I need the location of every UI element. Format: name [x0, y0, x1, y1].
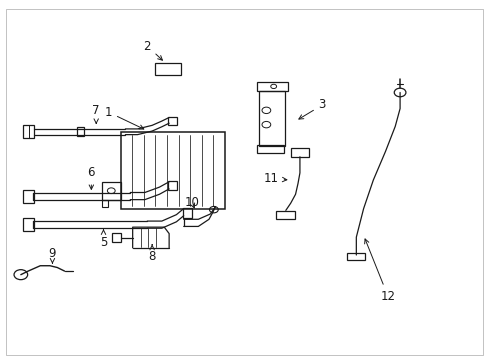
Bar [168, 181, 177, 190]
Bar [276, 211, 294, 219]
Text: 12: 12 [364, 239, 395, 303]
Bar [168, 117, 177, 125]
Bar [256, 82, 287, 91]
Text: 7: 7 [92, 104, 100, 123]
Text: 10: 10 [184, 196, 199, 209]
Text: 11: 11 [263, 172, 286, 185]
Bar [259, 91, 284, 146]
Text: 5: 5 [100, 230, 107, 249]
Text: 2: 2 [143, 40, 162, 60]
Text: 8: 8 [148, 245, 156, 263]
Bar [23, 218, 34, 231]
Text: 9: 9 [49, 247, 56, 263]
Bar [23, 190, 34, 203]
Text: 3: 3 [298, 99, 325, 119]
Bar [183, 208, 191, 218]
Text: 6: 6 [87, 166, 95, 189]
Bar [346, 252, 365, 260]
Bar [120, 132, 224, 208]
Bar [77, 127, 83, 136]
Bar [23, 125, 34, 138]
Bar [102, 182, 120, 200]
Bar [290, 148, 308, 157]
Text: 1: 1 [104, 105, 143, 129]
Bar [112, 233, 120, 242]
Bar [154, 63, 181, 75]
Bar [102, 201, 108, 207]
Bar [256, 145, 284, 153]
